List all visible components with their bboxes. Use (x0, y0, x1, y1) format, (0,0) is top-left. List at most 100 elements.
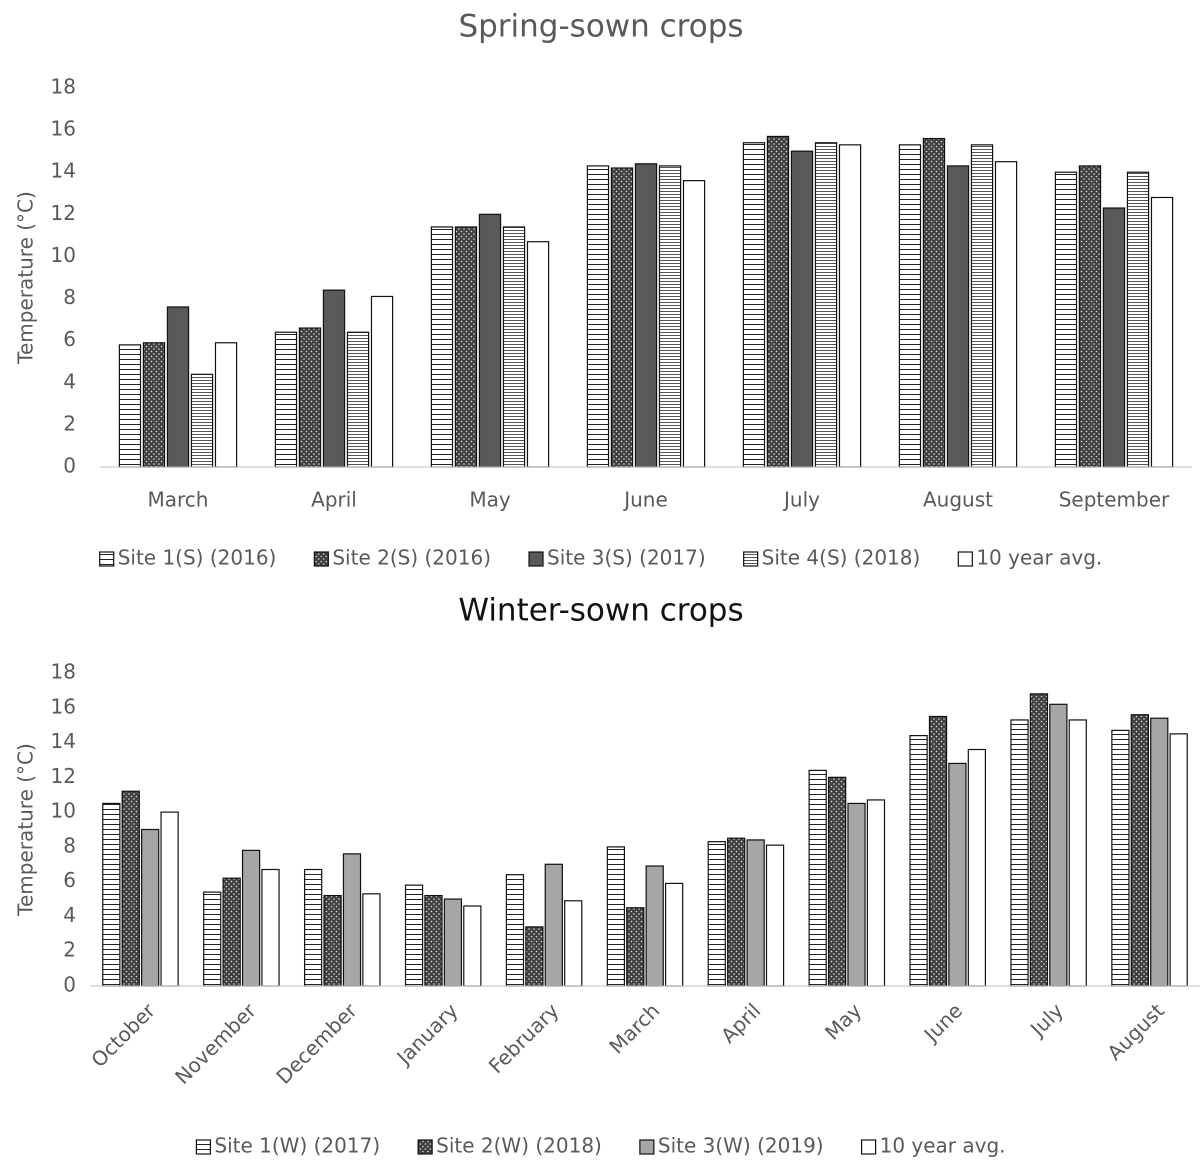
y-tick-label: 0 (63, 973, 76, 997)
bar (564, 900, 583, 987)
bar (141, 828, 160, 987)
legend-label: 10 year avg. (880, 1134, 1006, 1158)
x-tick-label: May (820, 998, 866, 1044)
bar (664, 882, 684, 987)
bar (1169, 733, 1188, 987)
y-tick-label: 2 (63, 411, 76, 435)
bar (922, 137, 946, 468)
bar (323, 894, 342, 987)
bar (1049, 703, 1068, 987)
bar (994, 161, 1018, 468)
y-tick-label: 10 (51, 243, 76, 267)
bar (847, 802, 866, 987)
bar (544, 863, 563, 987)
bar (241, 849, 261, 987)
y-axis-label: Temperature (°C) (14, 191, 38, 365)
legend-swatch (99, 551, 115, 567)
bar (424, 894, 443, 987)
bar (102, 802, 121, 987)
bar (222, 877, 241, 987)
bar (746, 839, 765, 987)
x-tick-label: August (1103, 998, 1170, 1065)
legend: Site 1(S) (2016) Site 2(S) (2016) Site 3(S… (99, 546, 1102, 570)
bar (121, 790, 140, 987)
y-tick-label: 18 (51, 75, 76, 99)
bar (1150, 196, 1174, 468)
legend-label: Site 3(W) (2019) (658, 1134, 824, 1158)
legend-label: 10 year avg. (976, 546, 1102, 570)
bar (827, 776, 847, 987)
bar (505, 874, 525, 987)
bar (610, 167, 634, 468)
x-tick-label: April (716, 998, 765, 1047)
x-tick-label: October (86, 998, 160, 1072)
bar (967, 748, 987, 987)
bar (948, 762, 967, 987)
y-tick-label: 8 (63, 285, 76, 309)
y-tick-label: 2 (63, 938, 76, 962)
bar (298, 327, 322, 468)
x-tick-label: June (918, 998, 967, 1047)
legend-label: Site 4(S) (2018) (762, 546, 921, 570)
bar (118, 344, 142, 468)
x-tick-label: May (469, 488, 511, 512)
legend-swatch (861, 1139, 877, 1155)
x-tick-label: March (604, 998, 664, 1058)
bar (1054, 171, 1078, 468)
bar (898, 144, 922, 468)
bar (765, 844, 785, 987)
bar (766, 135, 790, 468)
y-tick-label: 8 (63, 833, 76, 857)
bar (274, 331, 298, 468)
bar (586, 165, 610, 468)
legend-swatch (195, 1139, 211, 1155)
bar (454, 226, 478, 468)
bar (166, 306, 190, 468)
bar (370, 295, 394, 468)
legend: Site 1(W) (2017) Site 2(W) (2018) Site 3(W… (195, 1134, 1006, 1158)
bar (634, 163, 658, 468)
bar (658, 165, 682, 468)
bar (866, 799, 886, 987)
y-tick-label: 0 (63, 454, 76, 478)
x-tick-label: November (170, 998, 261, 1089)
x-tick-label: February (484, 998, 564, 1078)
bar (970, 144, 994, 468)
bar (203, 891, 222, 987)
x-tick-label: December (271, 998, 362, 1089)
bar (190, 373, 214, 468)
chart-title: Winter-sown crops (458, 593, 743, 629)
bar (214, 342, 238, 468)
y-tick-label: 16 (51, 117, 76, 141)
bar (928, 715, 948, 987)
bar (362, 893, 381, 987)
bar (790, 150, 814, 468)
bar (1029, 693, 1049, 987)
bar (525, 926, 544, 987)
x-tick-label: April (311, 488, 357, 512)
bar (463, 905, 482, 987)
bar (645, 865, 664, 987)
y-tick-label: 4 (63, 369, 76, 393)
bar (1150, 717, 1169, 987)
bar (142, 342, 166, 468)
bar (346, 331, 370, 468)
bar (478, 213, 502, 468)
bar (322, 289, 346, 468)
legend-label: Site 2(W) (2018) (436, 1134, 602, 1158)
y-tick-label: 18 (51, 660, 76, 684)
legend-swatch (639, 1139, 655, 1155)
y-tick-label: 14 (51, 729, 76, 753)
bar (160, 811, 179, 987)
legend-label: Site 3(S) (2017) (547, 546, 706, 570)
legend-swatch (528, 551, 544, 567)
y-tick-label: 10 (51, 799, 76, 823)
bar (682, 180, 706, 468)
x-tick-label: March (148, 488, 209, 512)
legend-swatch (743, 551, 759, 567)
legend-swatch (417, 1139, 433, 1155)
legend-swatch (313, 551, 329, 567)
bar (707, 841, 726, 987)
bar (1010, 719, 1029, 987)
